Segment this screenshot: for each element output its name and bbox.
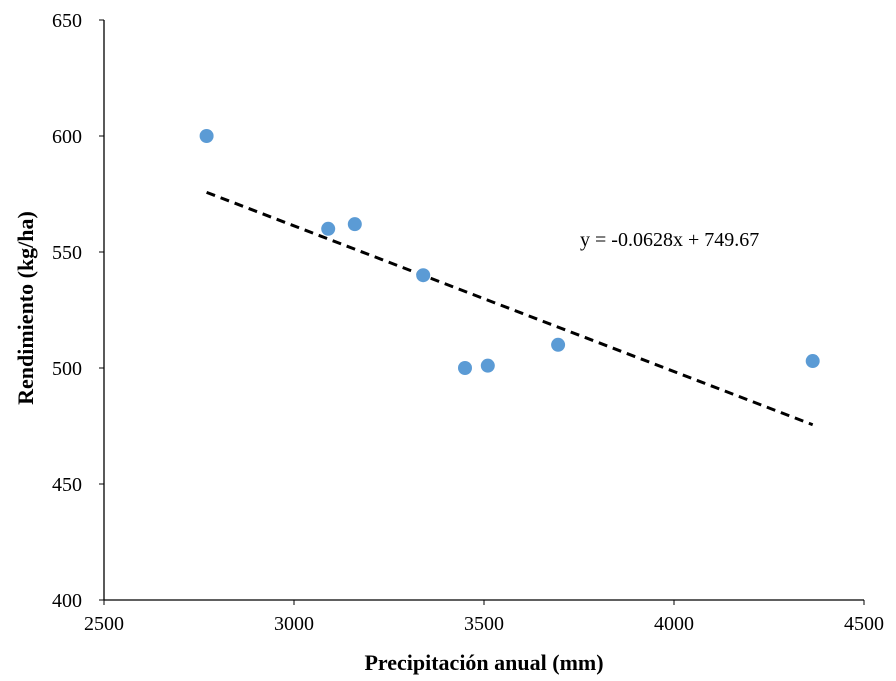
y-tick-label: 450 (52, 474, 82, 496)
y-tick-label: 400 (52, 590, 82, 612)
data-point (321, 221, 336, 236)
y-tick-label: 550 (52, 242, 82, 264)
y-tick-label: 500 (52, 358, 82, 380)
y-axis-ticks: 400 450 500 550 600 650 (52, 10, 104, 612)
data-point (480, 358, 495, 373)
data-point (199, 129, 214, 143)
x-tick-label: 4500 (844, 613, 884, 635)
x-axis-ticks: 2500 3000 3500 4000 4500 (84, 600, 884, 635)
data-point (551, 337, 566, 352)
y-tick-label: 600 (52, 126, 82, 148)
x-tick-label: 3500 (464, 613, 504, 635)
y-axis-title: Rendimiento (kg/ha) (13, 211, 38, 405)
x-tick-label: 2500 (84, 613, 124, 635)
x-axis-title: Precipitación anual (mm) (364, 650, 603, 675)
trendline (206, 190, 814, 427)
data-points (199, 129, 820, 375)
y-tick-label: 650 (52, 10, 82, 32)
data-point (347, 217, 362, 232)
data-point (458, 361, 472, 375)
x-tick-label: 4000 (654, 613, 694, 635)
data-point (805, 354, 820, 369)
x-tick-label: 3000 (274, 613, 314, 635)
data-point (416, 268, 431, 283)
trendline-equation: y = -0.0628x + 749.67 (580, 229, 759, 251)
